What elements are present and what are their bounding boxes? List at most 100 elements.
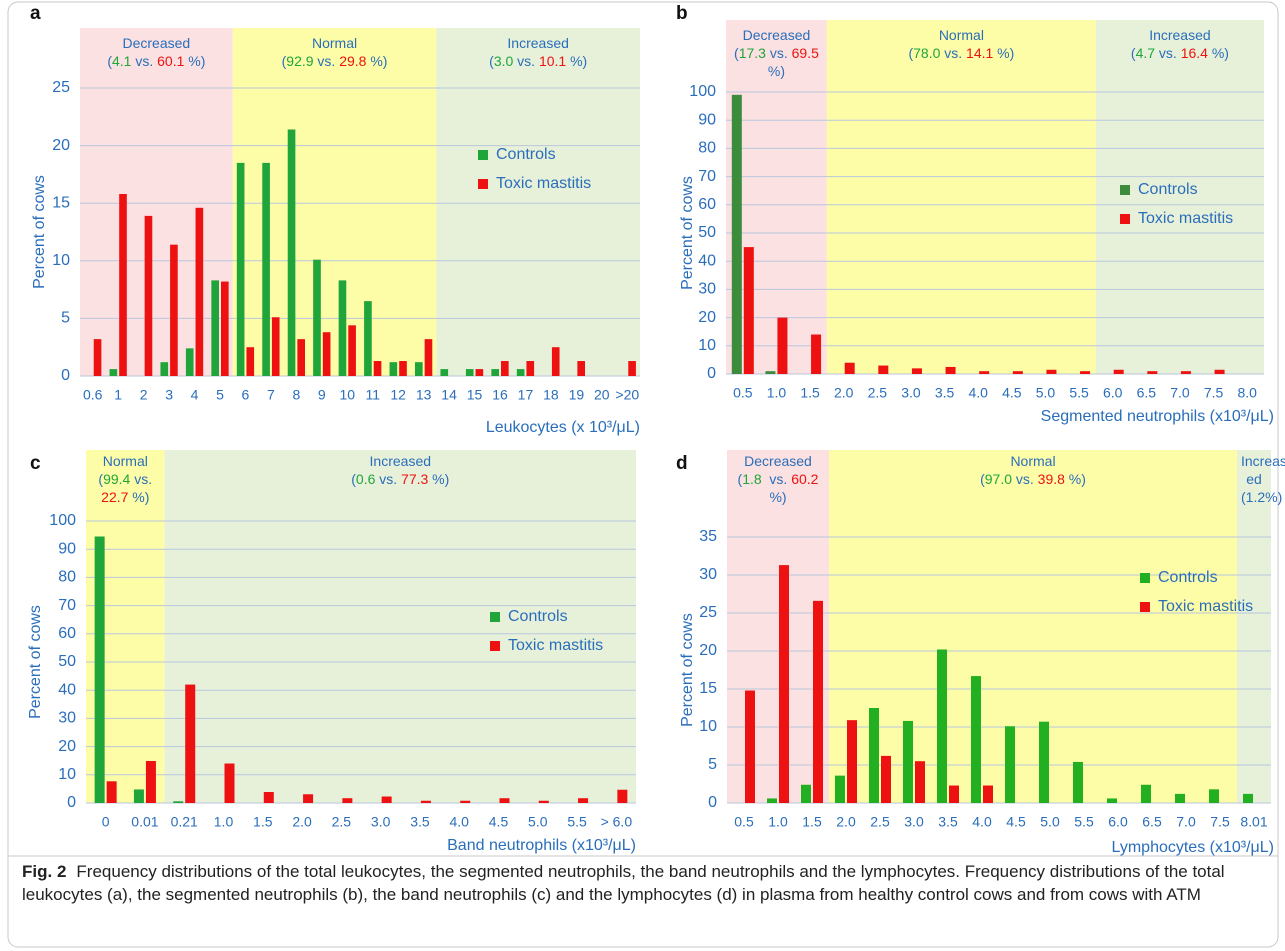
bar xyxy=(1113,369,1124,374)
zone-detail: 22.7 xyxy=(101,489,129,505)
y-tick-label: 0 xyxy=(707,365,716,382)
zone-detail: vs. xyxy=(513,53,539,69)
bar xyxy=(617,789,628,803)
x-tick-label: 7 xyxy=(267,387,275,403)
x-tick-label: 14 xyxy=(441,387,457,403)
y-tick-label: 30 xyxy=(58,710,76,727)
zone-detail: %) xyxy=(184,53,206,69)
x-tick-label: 5.5 xyxy=(1074,814,1094,830)
bar xyxy=(342,798,353,803)
y-tick-label: 10 xyxy=(58,766,76,783)
bar xyxy=(743,247,754,374)
zone-detail: 78.0 xyxy=(913,45,941,61)
bar xyxy=(844,362,855,374)
x-tick-label: 4.5 xyxy=(1002,385,1022,401)
bar xyxy=(1141,784,1151,803)
zone-header: Increased (4.7 vs. 16.4 %) xyxy=(1096,26,1264,62)
y-tick-label: 70 xyxy=(58,597,76,614)
zone xyxy=(726,20,827,374)
x-tick-label: 8.01 xyxy=(1240,814,1267,830)
x-tick-label: 2.0 xyxy=(834,385,854,401)
x-axis-title: Segmented neutrophils (x10³/μL) xyxy=(1041,408,1274,425)
zone-detail: %) xyxy=(1064,471,1086,487)
bar xyxy=(1080,371,1091,374)
y-axis-title: Percent of cows xyxy=(679,613,696,727)
x-tick-label: 2.0 xyxy=(836,814,856,830)
bar xyxy=(262,162,270,376)
zone-header: Increased (3.0 vs. 10.1 %) xyxy=(436,34,640,70)
y-tick-label: 100 xyxy=(49,512,76,529)
zone-detail: %) xyxy=(128,489,150,505)
x-tick-label: 7.5 xyxy=(1210,814,1230,830)
bar xyxy=(297,339,305,376)
bar xyxy=(745,690,755,803)
zone-label: Decreased xyxy=(742,27,811,43)
bar xyxy=(475,369,484,376)
y-tick-label: 10 xyxy=(699,718,717,735)
x-tick-label: 2 xyxy=(140,387,148,403)
bar xyxy=(1107,798,1117,803)
x-tick-label: >20 xyxy=(615,387,639,403)
bar xyxy=(224,763,235,803)
x-tick-label: 7.0 xyxy=(1170,385,1190,401)
zone-detail: %) xyxy=(428,471,450,487)
x-tick-label: 4.0 xyxy=(449,814,469,830)
bar xyxy=(322,332,331,376)
zone-detail: 3.0 xyxy=(493,53,514,69)
x-tick-label: 3.0 xyxy=(371,814,391,830)
bar xyxy=(835,775,845,803)
x-tick-label: 0.5 xyxy=(733,385,753,401)
y-tick-label: 5 xyxy=(708,756,717,773)
zone xyxy=(826,20,1096,374)
bar xyxy=(628,361,636,376)
bar xyxy=(460,800,471,803)
bar xyxy=(246,347,255,376)
zone-header: Normal (99.4 vs. 22.7 %) xyxy=(86,452,165,506)
bar xyxy=(1214,369,1225,374)
x-tick-label: 11 xyxy=(365,387,380,403)
zone-detail: ( xyxy=(1130,45,1136,61)
bar xyxy=(526,361,535,376)
zone-detail: 4.1 xyxy=(112,53,132,69)
zone-header: Increas-ed (1.2%) xyxy=(1237,452,1285,506)
x-tick-label: 4 xyxy=(191,387,199,403)
legend-label: Toxic mastitis xyxy=(1158,598,1253,615)
legend-swatch xyxy=(1120,214,1130,224)
bar xyxy=(499,798,510,803)
zone-detail: 4.7 xyxy=(1135,45,1156,61)
bar xyxy=(373,361,382,376)
bar xyxy=(501,361,509,376)
bar xyxy=(170,244,178,376)
x-tick-label: 17 xyxy=(518,387,534,403)
bar xyxy=(440,369,449,376)
x-tick-label: 5.0 xyxy=(1040,814,1060,830)
x-tick-label: 1.0 xyxy=(214,814,234,830)
bar xyxy=(983,785,993,803)
bar xyxy=(765,371,776,374)
zone-detail: vs. xyxy=(131,53,158,69)
bar xyxy=(144,215,153,376)
x-tick-label: 2.5 xyxy=(332,814,352,830)
bar xyxy=(424,339,433,376)
x-tick-label: 12 xyxy=(390,387,406,403)
y-axis-title: Percent of cows xyxy=(27,605,44,719)
bar xyxy=(578,798,589,803)
y-tick-label: 5 xyxy=(61,310,70,327)
bar xyxy=(491,369,499,376)
y-tick-label: 25 xyxy=(699,604,717,621)
x-tick-label: 3.0 xyxy=(904,814,924,830)
y-tick-label: 50 xyxy=(698,224,716,241)
bar xyxy=(538,800,549,803)
bar xyxy=(949,785,959,803)
zone-detail: ( xyxy=(908,45,914,61)
caption-text: Frequency distributions of the total leu… xyxy=(22,862,1225,904)
x-tick-label: 6.5 xyxy=(1137,385,1157,401)
zone-header: Normal (97.0 vs. 39.8 %) xyxy=(829,452,1237,488)
y-tick-label: 20 xyxy=(58,738,76,755)
bar xyxy=(160,362,169,376)
zone-label: Normal xyxy=(102,453,148,469)
x-tick-label: 4.0 xyxy=(972,814,992,830)
bar xyxy=(133,789,144,803)
y-axis-title: Percent of cows xyxy=(679,176,696,290)
zone-label: Normal xyxy=(1010,453,1056,469)
